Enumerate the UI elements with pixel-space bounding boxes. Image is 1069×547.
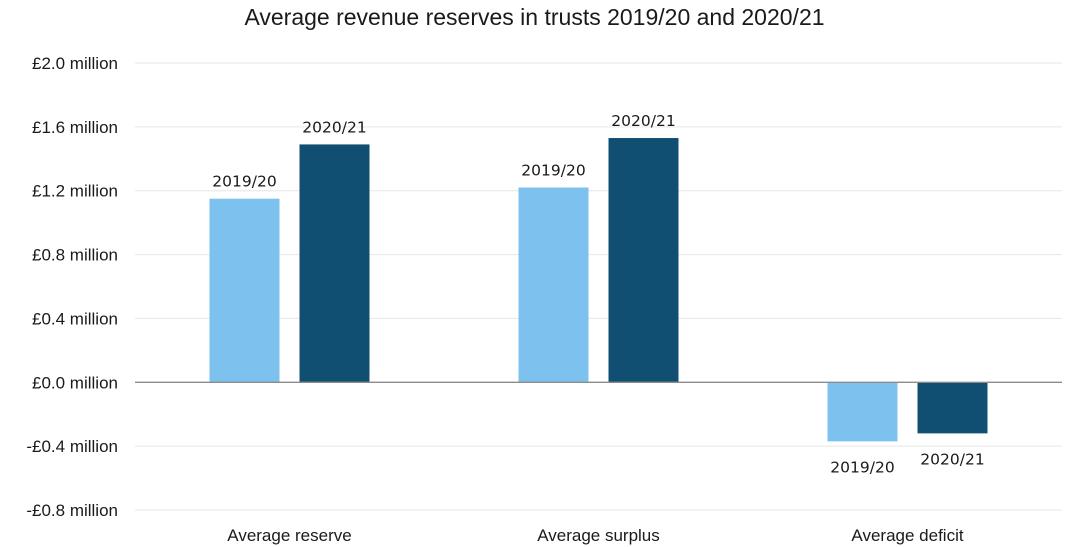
x-axis-category-labels: Average reserve Average surplus Average de… (227, 526, 964, 545)
bar (917, 382, 988, 434)
category-label: Average surplus (537, 526, 660, 545)
bar (827, 382, 898, 442)
bar (608, 138, 679, 383)
data-labels: 2019/20 2020/21 2019/20 2020/21 2019/20 2020/… (212, 112, 984, 476)
data-label: 2020/21 (920, 450, 984, 468)
y-tick-label: £2.0 million (32, 54, 118, 73)
data-label: 2019/20 (830, 458, 894, 476)
y-tick-label: -£0.8 million (26, 501, 118, 520)
data-label: 2019/20 (521, 162, 585, 180)
bar (299, 144, 370, 383)
y-tick-label: £0.0 million (32, 373, 118, 392)
data-label: 2020/21 (302, 118, 366, 136)
gridlines (135, 62, 1062, 511)
data-label: 2020/21 (611, 112, 675, 130)
chart-title: Average revenue reserves in trusts 2019/… (244, 4, 825, 30)
y-tick-label: £1.6 million (32, 118, 118, 137)
y-tick-label: £0.8 million (32, 246, 118, 265)
data-label: 2019/20 (212, 173, 276, 191)
bar (518, 187, 589, 383)
y-tick-label: £0.4 million (32, 309, 118, 328)
y-axis-tick-labels: £2.0 million £1.6 million £1.2 million £0.8… (26, 54, 118, 520)
y-tick-label: £1.2 million (32, 182, 118, 201)
bar (209, 198, 280, 383)
category-label: Average reserve (227, 526, 351, 545)
category-label: Average deficit (851, 526, 963, 545)
y-tick-label: -£0.4 million (26, 437, 118, 456)
bars (209, 138, 988, 442)
